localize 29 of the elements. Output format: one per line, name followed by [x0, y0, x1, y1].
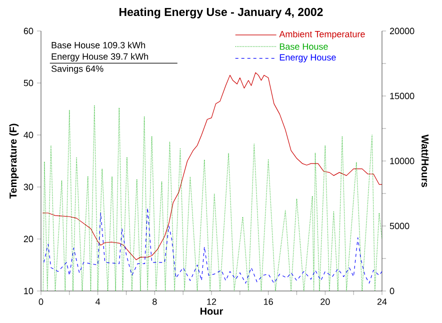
annotation: Base House 109.3 kWh	[52, 42, 146, 48]
x-tick-label: 4	[96, 298, 100, 305]
y2-tick-label: 20000	[390, 28, 414, 34]
x-tick-label: 24	[377, 298, 387, 305]
legend-label: Energy House	[280, 54, 336, 62]
y-tick-label: 40	[24, 132, 34, 138]
x-tick-label: 16	[264, 298, 273, 305]
chart-title: Heating Energy Use - January 4, 2002	[120, 8, 323, 18]
annotation: Savings 64%	[51, 65, 104, 74]
annotation: Energy House 39.7 kWh	[52, 53, 148, 62]
x-tick-label: 20	[320, 298, 330, 305]
y2-tick-label: 15000	[390, 92, 414, 100]
x-tick-label: 8	[152, 298, 157, 305]
y-tick-label: 50	[24, 80, 34, 86]
legend-label: Base House	[280, 43, 328, 50]
y-axis-title: Temperature (F)	[9, 124, 19, 199]
y2-tick-label: 0	[390, 288, 394, 294]
x-axis-title: Hour	[200, 308, 224, 315]
legend-label: Ambient Temperature	[279, 30, 365, 40]
y-tick-label: 60	[24, 28, 34, 34]
x-tick-label: 0	[38, 298, 44, 305]
line-series	[44, 207, 382, 284]
y2-tick-label: 10000	[390, 158, 414, 164]
x-tick-label: 12	[207, 298, 216, 305]
y2-axis-title: Watt/Hours	[421, 134, 429, 188]
y-tick-label: 10	[24, 288, 34, 294]
y-tick-label: 30	[24, 184, 34, 190]
y-tick-label: 20	[24, 236, 34, 242]
y2-tick-label: 5000	[390, 222, 410, 230]
